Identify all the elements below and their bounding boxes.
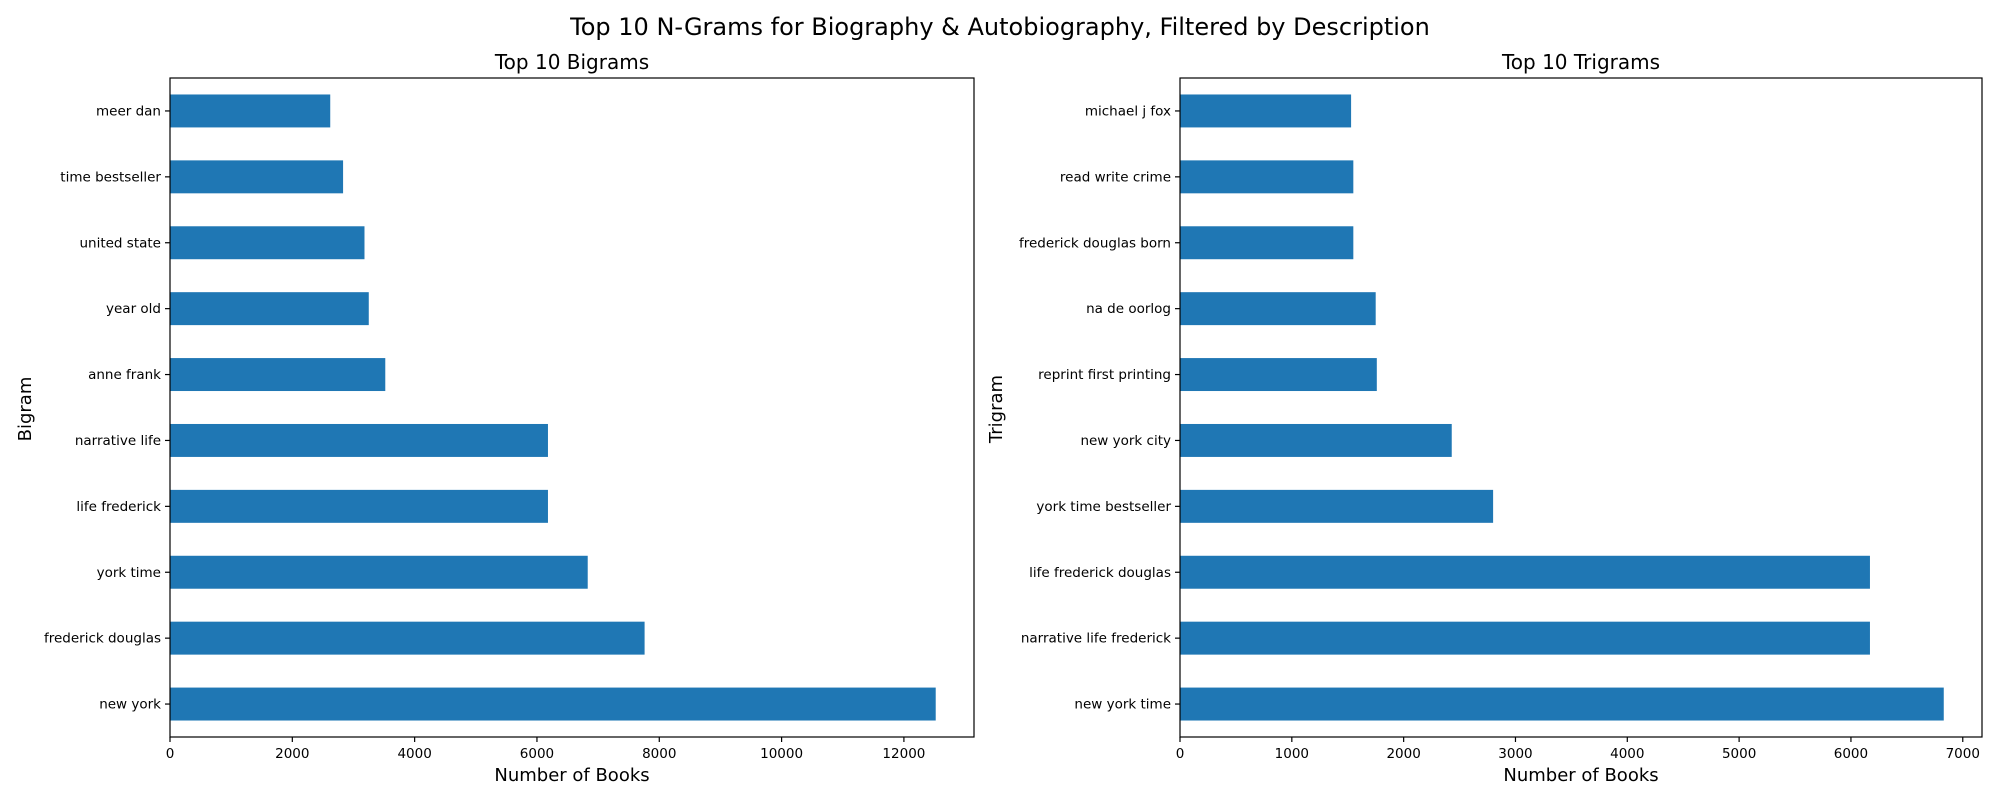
bigram-y-tick-label: united state bbox=[79, 235, 161, 251]
trigram-plot-frame bbox=[1179, 77, 1983, 738]
bigram-y-tick-label: year old bbox=[106, 301, 161, 317]
trigram-bar bbox=[1180, 555, 1870, 589]
bigram-x-tick-label: 6000 bbox=[520, 746, 554, 762]
bigram-bars bbox=[170, 94, 936, 721]
trigram-bar bbox=[1180, 489, 1494, 523]
bigram-x-tick-label: 8000 bbox=[642, 746, 676, 762]
bigram-x-tick-label: 10000 bbox=[760, 746, 803, 762]
trigram-x-tick-label: 5000 bbox=[1722, 746, 1756, 762]
trigram-y-ticks: new york time narrative life frederick lif… bbox=[1019, 103, 1180, 713]
bigram-y-tick-label: frederick douglas bbox=[44, 631, 161, 647]
trigram-y-tick-label: narrative life frederick bbox=[1021, 631, 1171, 647]
trigram-bar bbox=[1180, 160, 1354, 194]
bigram-y-tick-label: time bestseller bbox=[60, 169, 161, 185]
bigram-bar bbox=[170, 489, 548, 523]
bigram-y-ticks: new york frederick douglas york time life f… bbox=[44, 103, 170, 713]
trigram-x-tick-label: 2000 bbox=[1386, 746, 1420, 762]
trigram-bar bbox=[1180, 423, 1452, 457]
bigram-bar bbox=[170, 226, 365, 260]
trigram-chart: Top 10 Trigrams Number of Books Trigram … bbox=[986, 50, 1983, 786]
trigram-bar bbox=[1180, 94, 1352, 128]
trigram-y-tick-label: life frederick douglas bbox=[1029, 565, 1171, 581]
trigram-y-tick-label: new york time bbox=[1074, 697, 1171, 713]
bigram-bar bbox=[170, 94, 331, 128]
trigram-bars bbox=[1180, 94, 1944, 721]
trigram-y-tick-label: michael j fox bbox=[1085, 103, 1171, 119]
trigram-x-tick-label: 6000 bbox=[1834, 746, 1868, 762]
bigram-y-tick-label: new york bbox=[99, 697, 161, 713]
trigram-x-tick-label: 7000 bbox=[1946, 746, 1980, 762]
bigram-y-tick-label: life frederick bbox=[76, 499, 161, 515]
bigram-bar bbox=[170, 687, 936, 721]
bigram-y-tick-label: narrative life bbox=[75, 433, 161, 449]
bigram-y-tick-label: york time bbox=[97, 565, 161, 581]
trigram-x-tick-label: 1000 bbox=[1275, 746, 1309, 762]
bigram-chart-title: Top 10 Bigrams bbox=[494, 50, 649, 74]
bigram-bar bbox=[170, 621, 645, 655]
bigram-bar bbox=[170, 292, 369, 326]
bigram-y-tick-label: meer dan bbox=[96, 103, 161, 119]
trigram-x-tick-label: 0 bbox=[1176, 746, 1185, 762]
bigram-x-axis-label: Number of Books bbox=[494, 765, 649, 786]
trigram-chart-title: Top 10 Trigrams bbox=[1501, 50, 1660, 74]
bigram-bar bbox=[170, 423, 548, 457]
trigram-x-tick-label: 3000 bbox=[1498, 746, 1532, 762]
trigram-y-tick-label: frederick douglas born bbox=[1019, 235, 1171, 251]
trigram-y-tick-label: read write crime bbox=[1060, 169, 1171, 185]
trigram-x-axis-label: Number of Books bbox=[1503, 765, 1658, 786]
trigram-y-axis-label: Trigram bbox=[986, 375, 1007, 444]
trigram-bar bbox=[1180, 292, 1376, 326]
trigram-bar bbox=[1180, 358, 1377, 392]
bigram-x-tick-label: 2000 bbox=[275, 746, 309, 762]
trigram-y-tick-label: na de oorlog bbox=[1086, 301, 1171, 317]
bigram-y-tick-label: anne frank bbox=[88, 367, 161, 383]
trigram-y-tick-label: reprint first printing bbox=[1038, 367, 1171, 383]
figure-title: Top 10 N-Grams for Biography & Autobiogr… bbox=[569, 13, 1430, 41]
bigram-bar bbox=[170, 160, 344, 194]
trigram-y-tick-label: york time bestseller bbox=[1036, 499, 1171, 515]
bigram-y-axis-label: Bigram bbox=[15, 377, 36, 442]
bigram-x-tick-label: 4000 bbox=[397, 746, 431, 762]
trigram-x-tick-label: 4000 bbox=[1610, 746, 1644, 762]
bigram-chart: Top 10 Bigrams Number of Books Bigram ne… bbox=[15, 50, 975, 786]
bigram-x-tick-label: 12000 bbox=[882, 746, 925, 762]
trigram-bar bbox=[1180, 687, 1944, 721]
trigram-bar bbox=[1180, 621, 1870, 655]
trigram-x-ticks: 0 1000 2000 3000 4000 5000 6000 7000 bbox=[1176, 737, 1980, 762]
trigram-y-tick-label: new york city bbox=[1080, 433, 1171, 449]
bigram-bar bbox=[170, 358, 386, 392]
trigram-bar bbox=[1180, 226, 1354, 260]
bigram-x-ticks: 0 2000 4000 6000 8000 10000 12000 bbox=[166, 737, 925, 762]
bigram-plot-frame bbox=[169, 77, 975, 738]
bigram-bar bbox=[170, 555, 588, 589]
bigram-x-tick-label: 0 bbox=[166, 746, 175, 762]
